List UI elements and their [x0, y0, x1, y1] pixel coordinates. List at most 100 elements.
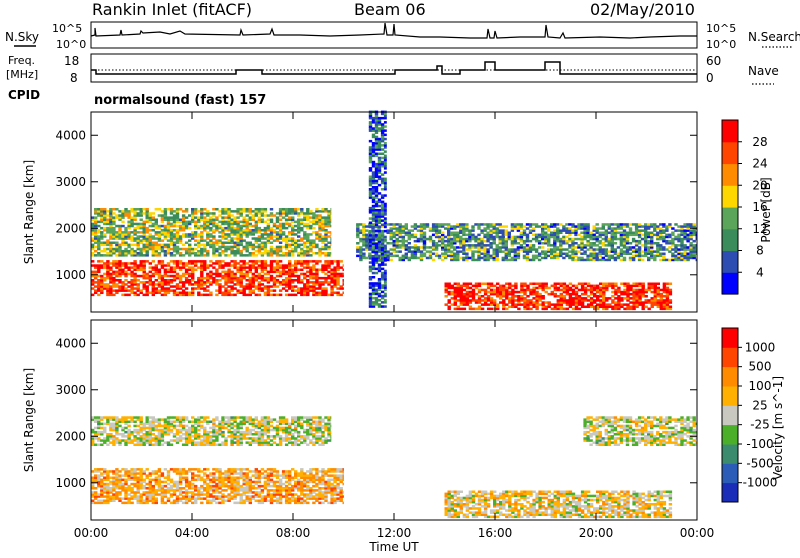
- heatmap-cell: [233, 210, 236, 213]
- heatmap-cell: [137, 468, 140, 471]
- heatmap-cell: [614, 289, 617, 292]
- heatmap-cell: [218, 231, 221, 234]
- heatmap-cell: [596, 295, 599, 298]
- heatmap-cell: [659, 223, 662, 226]
- heatmap-cell: [303, 242, 306, 245]
- heatmap-cell: [321, 208, 324, 211]
- heatmap-cell: [140, 231, 143, 234]
- heatmap-cell: [478, 289, 481, 292]
- heatmap-cell: [356, 223, 359, 226]
- heatmap-cell: [444, 236, 447, 239]
- heatmap-cell: [408, 257, 411, 260]
- heatmap-cell: [493, 223, 496, 226]
- heatmap-cell: [386, 250, 389, 253]
- heatmap-cell: [659, 253, 662, 256]
- heatmap-cell: [599, 283, 602, 286]
- heatmap-cell: [581, 293, 584, 296]
- heatmap-cell: [321, 246, 324, 249]
- heatmap-cell: [267, 219, 270, 222]
- heatmap-cell: [161, 225, 164, 228]
- heatmap-cell: [399, 244, 402, 247]
- heatmap-cell: [550, 248, 553, 251]
- heatmap-cell: [653, 234, 656, 237]
- heatmap-cell: [324, 216, 327, 219]
- heatmap-cell: [288, 294, 291, 297]
- heatmap-cell: [246, 208, 249, 211]
- heatmap-cell: [194, 287, 197, 290]
- heatmap-cell: [170, 260, 173, 263]
- heatmap-cell: [459, 236, 462, 239]
- heatmap-cell: [121, 468, 124, 471]
- heatmap-cell: [167, 208, 170, 211]
- heatmap-cell: [170, 279, 173, 282]
- heatmap-cell: [130, 266, 133, 269]
- heatmap-cell: [285, 271, 288, 274]
- heatmap-cell: [115, 468, 118, 471]
- heatmap-cell: [642, 283, 645, 286]
- heatmap-cell: [369, 276, 372, 279]
- heatmap-cell: [551, 285, 554, 288]
- heatmap-cell: [568, 244, 571, 247]
- heatmap-cell: [140, 219, 143, 222]
- heatmap-cell: [590, 297, 593, 300]
- heatmap-cell: [103, 495, 106, 498]
- heatmap-cell: [273, 289, 276, 292]
- heatmap-cell: [224, 233, 227, 236]
- heatmap-cell: [620, 223, 623, 226]
- heatmap-cell: [587, 303, 590, 306]
- heatmap-cell: [523, 225, 526, 228]
- heatmap-cell: [411, 229, 414, 232]
- heatmap-cell: [417, 257, 420, 260]
- heatmap-cell: [384, 226, 387, 229]
- heatmap-cell: [215, 260, 218, 263]
- heatmap-cell: [577, 234, 580, 237]
- heatmap-cell: [381, 219, 384, 222]
- heatmap-cell: [593, 225, 596, 228]
- heatmap-cell: [405, 223, 408, 226]
- heatmap-cell: [130, 502, 133, 505]
- heatmap-cell: [170, 252, 173, 255]
- heatmap-cell: [474, 223, 477, 226]
- heatmap-cell: [100, 250, 103, 253]
- heatmap-cell: [417, 229, 420, 232]
- heatmap-cell: [571, 238, 574, 241]
- heatmap-cell: [146, 285, 149, 288]
- heatmap-cell: [435, 223, 438, 226]
- heatmap-cell: [212, 273, 215, 276]
- heatmap-cell: [167, 287, 170, 290]
- heatmap-cell: [109, 208, 112, 211]
- heatmap-cell: [133, 273, 136, 276]
- heatmap-cell: [483, 227, 486, 230]
- heatmap-cell: [557, 295, 560, 298]
- heatmap-cell: [218, 235, 221, 238]
- heatmap-cell: [381, 284, 384, 287]
- heatmap-cell: [693, 223, 696, 226]
- heatmap-cell: [176, 229, 179, 232]
- heatmap-cell: [375, 282, 378, 285]
- heatmap-cell: [133, 468, 136, 471]
- heatmap-cell: [309, 254, 312, 257]
- heatmap-cell: [197, 233, 200, 236]
- heatmap-cell: [303, 231, 306, 234]
- heatmap-cell: [375, 234, 378, 237]
- heatmap-cell: [130, 231, 133, 234]
- heatmap-cell: [118, 210, 121, 213]
- heatmap-cell: [647, 246, 650, 249]
- heatmap-cell: [381, 144, 384, 147]
- heatmap-cell: [197, 250, 200, 253]
- heatmap-cell: [133, 287, 136, 290]
- heatmap-cell: [402, 236, 405, 239]
- heatmap-cell: [212, 242, 215, 245]
- heatmap-cell: [384, 129, 387, 132]
- heatmap-cell: [315, 244, 318, 247]
- heatmap-cell: [666, 283, 669, 286]
- heatmap-cell: [179, 260, 182, 263]
- heatmap-cell: [285, 219, 288, 222]
- heatmap-cell: [420, 223, 423, 226]
- heatmap-cell: [484, 283, 487, 286]
- heatmap-cell: [240, 208, 243, 211]
- heatmap-cell: [200, 260, 203, 263]
- heatmap-cell: [243, 285, 246, 288]
- heatmap-cell: [553, 229, 556, 232]
- heatmap-cell: [312, 260, 315, 263]
